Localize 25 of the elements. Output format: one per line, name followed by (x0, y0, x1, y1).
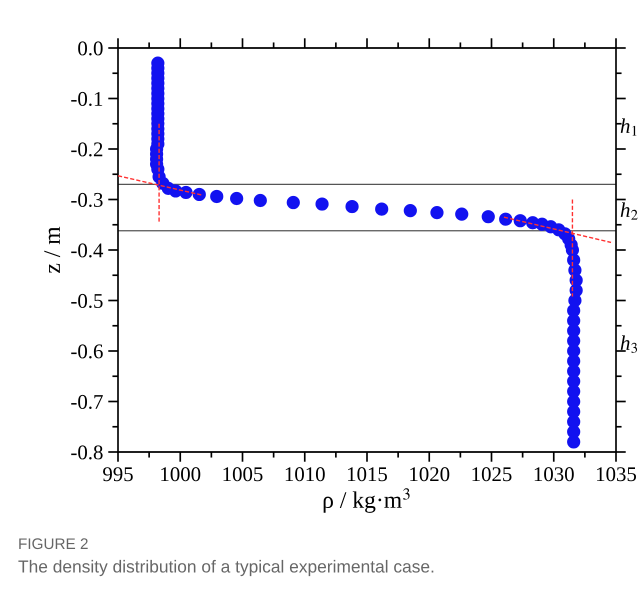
y-tick-label: -0.7 (71, 394, 103, 410)
y-tick-label: -0.3 (71, 192, 103, 208)
caption: FIGURE 2 (19, 538, 88, 550)
text: The density distribution of a typical experimental case. (18, 560, 434, 576)
y-tick-label: -0.2 (71, 142, 102, 157)
x-tick-label: 995 (103, 467, 133, 482)
y-tick-label: -0.6 (71, 344, 103, 359)
x-tick-label: 1020 (410, 467, 450, 482)
y-tick-label: -0.8 (71, 445, 103, 460)
y-tick-label: -0.5 (71, 294, 103, 308)
x-tick-label: 1035 (597, 467, 636, 482)
y-tick-label: -0.1 (71, 92, 102, 106)
x-tick-label: 1025 (472, 467, 512, 482)
x-tick-label: 1000 (161, 467, 200, 482)
text: h$_{3}$ (620, 335, 638, 353)
y-axis-title: z / m (44, 226, 60, 273)
text: h$_{2}$ (620, 202, 638, 220)
x-axis-title: ρ / kg·m$^{3}$ (324, 488, 410, 513)
x-tick-label: 1005 (224, 467, 263, 482)
x-tick-label: 1015 (348, 467, 388, 482)
y-tick-label: 0.0 (78, 41, 103, 56)
x-tick-label: 1010 (286, 467, 325, 482)
y-tick-label: -0.4 (71, 243, 104, 258)
x-tick-label: 1030 (534, 467, 574, 482)
text: h$_{1}$ (620, 118, 636, 136)
